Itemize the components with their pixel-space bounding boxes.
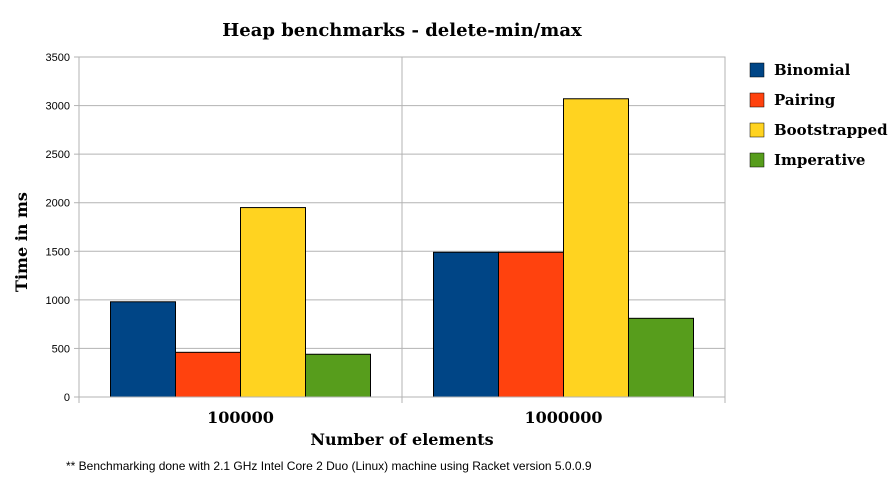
y-axis-title: Time in ms (12, 192, 31, 292)
legend-label-imperative: Imperative (774, 151, 865, 169)
x-axis-title: Number of elements (310, 430, 493, 449)
legend-swatch-pairing (749, 92, 765, 108)
y-tick-label: 2500 (46, 149, 70, 161)
y-tick-label: 500 (52, 343, 70, 355)
bar-binomial-1000000 (433, 251, 499, 398)
axes (74, 56, 726, 398)
bar-binomial-100000 (110, 301, 176, 398)
y-tick-label: 3000 (46, 101, 70, 113)
bar-pairing-100000 (175, 351, 241, 398)
y-tick-label: 0 (64, 392, 70, 404)
legend-swatch-imperative (749, 152, 765, 168)
bar-bootstrapped-1000000 (563, 98, 629, 398)
y-tick-labels: 0 500 1000 1500 2000 2500 3000 3500 (46, 52, 70, 404)
bar-imperative-100000 (305, 353, 371, 398)
bar-bootstrapped-100000 (240, 207, 306, 398)
legend-label-binomial: Binomial (774, 61, 851, 79)
legend: Binomial Pairing Bootstrapped Imperative (749, 61, 888, 169)
chart-title: Heap benchmarks - delete-min/max (222, 20, 582, 41)
x-category-labels: 100000 1000000 (207, 408, 602, 427)
y-tick-label: 1500 (46, 246, 70, 258)
legend-swatch-binomial (749, 62, 765, 78)
plot-border (78, 56, 726, 398)
legend-label-pairing: Pairing (774, 91, 836, 109)
bars (110, 98, 694, 398)
bar-pairing-1000000 (498, 251, 564, 398)
legend-label-bootstrapped: Bootstrapped (774, 121, 888, 139)
y-tick-label: 2000 (46, 198, 70, 210)
y-tick-label: 3500 (46, 52, 70, 64)
footnote: ** Benchmarking done with 2.1 GHz Intel … (66, 459, 592, 473)
x-category-label: 100000 (207, 408, 274, 427)
bar-imperative-1000000 (628, 317, 694, 398)
y-tick-label: 1000 (46, 295, 70, 307)
legend-swatch-bootstrapped (749, 122, 765, 138)
x-category-label: 1000000 (525, 408, 603, 427)
